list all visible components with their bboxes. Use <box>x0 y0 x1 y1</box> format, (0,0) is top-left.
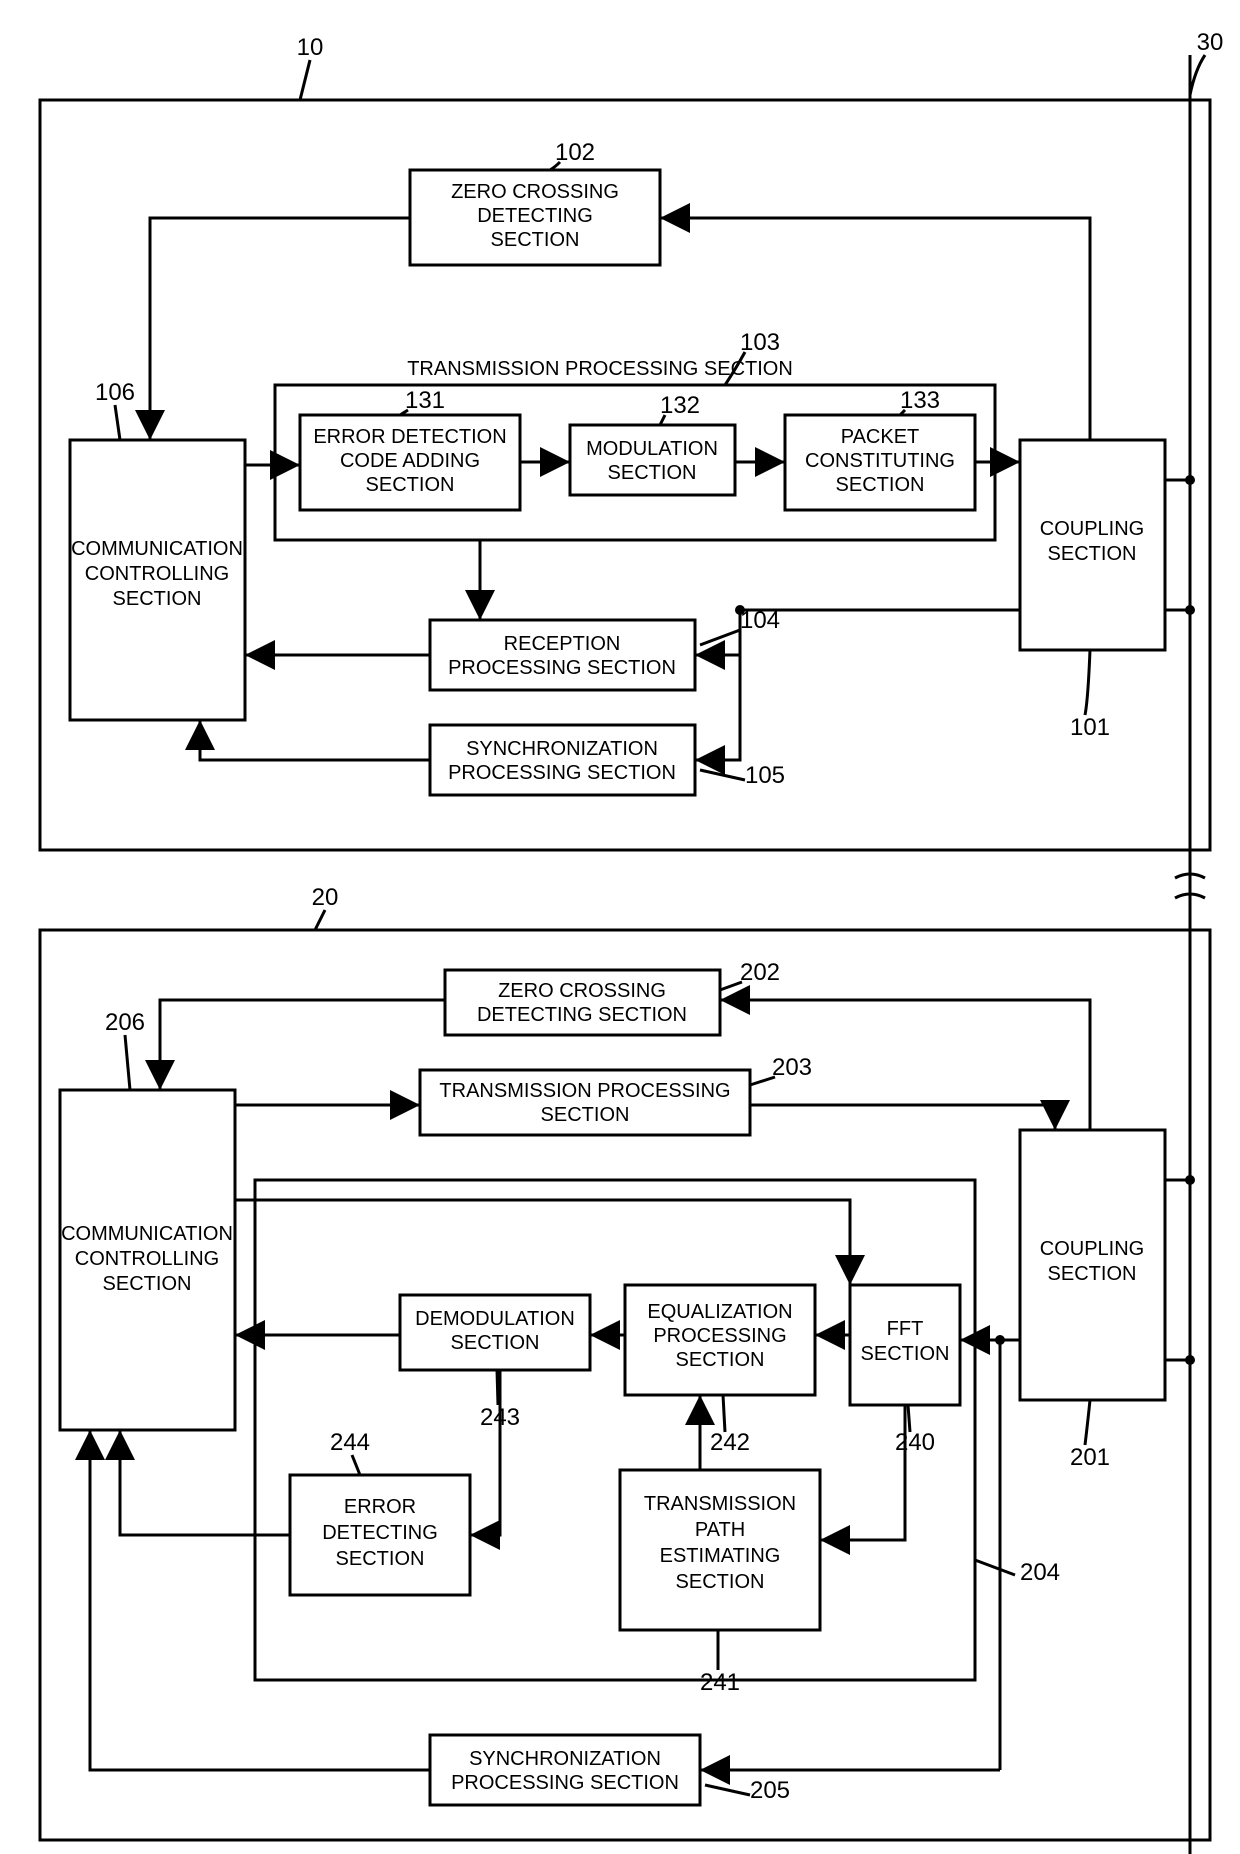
ref-205: 205 <box>750 1777 790 1804</box>
svg-text:SYNCHRONIZATION: SYNCHRONIZATION <box>466 738 658 760</box>
svg-text:SECTION: SECTION <box>608 462 697 484</box>
ref-103: 103 <box>740 329 780 356</box>
svg-text:DEMODULATION: DEMODULATION <box>415 1308 575 1330</box>
ref-101: 101 <box>1070 714 1110 741</box>
svg-text:CONSTITUTING: CONSTITUTING <box>805 450 955 472</box>
block-diagram: 30 10 COMMUNICATION CONTROLLING SECTION … <box>0 0 1240 1854</box>
svg-text:PROCESSING SECTION: PROCESSING SECTION <box>448 657 676 679</box>
svg-text:COUPLING: COUPLING <box>1040 1238 1144 1260</box>
ref-240: 240 <box>895 1429 935 1456</box>
svg-text:CODE ADDING: CODE ADDING <box>340 450 480 472</box>
svg-text:DETECTING: DETECTING <box>477 205 593 227</box>
svg-text:SECTION: SECTION <box>336 1548 425 1570</box>
ref-202: 202 <box>740 959 780 986</box>
ref-30: 30 <box>1197 29 1224 56</box>
ref-206: 206 <box>105 1009 145 1036</box>
svg-text:SECTION: SECTION <box>1048 543 1137 565</box>
svg-text:SECTION: SECTION <box>1048 1263 1137 1285</box>
ref-204: 204 <box>1020 1559 1060 1586</box>
svg-text:ERROR: ERROR <box>344 1496 416 1518</box>
svg-text:SECTION: SECTION <box>113 588 202 610</box>
svg-text:RECEPTION: RECEPTION <box>504 633 621 655</box>
svg-text:COUPLING: COUPLING <box>1040 518 1144 540</box>
svg-text:PROCESSING SECTION: PROCESSING SECTION <box>451 1772 679 1794</box>
ref-106: 106 <box>95 379 135 406</box>
ref-131: 131 <box>405 387 445 414</box>
modulation <box>570 425 735 495</box>
svg-text:FFT: FFT <box>887 1318 924 1340</box>
ref-132: 132 <box>660 392 700 419</box>
sync-bottom <box>430 1735 700 1805</box>
svg-text:DETECTING: DETECTING <box>322 1522 438 1544</box>
ref-203: 203 <box>772 1054 812 1081</box>
ref-105: 105 <box>745 762 785 789</box>
svg-text:ZERO CROSSING: ZERO CROSSING <box>498 980 666 1002</box>
svg-text:ZERO CROSSING: ZERO CROSSING <box>451 181 619 203</box>
svg-text:SECTION: SECTION <box>541 1104 630 1126</box>
ref-201: 201 <box>1070 1444 1110 1471</box>
ref-244: 244 <box>330 1429 370 1456</box>
svg-text:SECTION: SECTION <box>451 1332 540 1354</box>
svg-text:SECTION: SECTION <box>676 1349 765 1371</box>
svg-text:CONTROLLING: CONTROLLING <box>85 563 229 585</box>
svg-text:SECTION: SECTION <box>103 1273 192 1295</box>
svg-text:PROCESSING SECTION: PROCESSING SECTION <box>448 762 676 784</box>
ref-10: 10 <box>297 34 324 61</box>
sync-top <box>430 725 695 795</box>
svg-text:ERROR DETECTION: ERROR DETECTION <box>313 426 506 448</box>
ref-102: 102 <box>555 139 595 166</box>
svg-text:PATH: PATH <box>695 1519 745 1541</box>
svg-text:CONTROLLING: CONTROLLING <box>75 1248 219 1270</box>
ref-20: 20 <box>312 884 339 911</box>
svg-text:SECTION: SECTION <box>836 474 925 496</box>
svg-text:TRANSMISSION PROCESSING: TRANSMISSION PROCESSING <box>439 1080 730 1102</box>
svg-text:SECTION: SECTION <box>491 229 580 251</box>
svg-text:ESTIMATING: ESTIMATING <box>660 1545 781 1567</box>
svg-text:DETECTING SECTION: DETECTING SECTION <box>477 1004 687 1026</box>
svg-text:SECTION: SECTION <box>861 1343 950 1365</box>
svg-text:COMMUNICATION: COMMUNICATION <box>71 538 243 560</box>
svg-text:PACKET: PACKET <box>841 426 920 448</box>
ref-242: 242 <box>710 1429 750 1456</box>
svg-text:COMMUNICATION: COMMUNICATION <box>61 1223 233 1245</box>
svg-text:MODULATION: MODULATION <box>586 438 718 460</box>
svg-text:TRANSMISSION: TRANSMISSION <box>644 1493 796 1515</box>
svg-text:EQUALIZATION: EQUALIZATION <box>647 1301 792 1323</box>
svg-text:PROCESSING: PROCESSING <box>653 1325 786 1347</box>
ref-133: 133 <box>900 387 940 414</box>
svg-text:SYNCHRONIZATION: SYNCHRONIZATION <box>469 1748 661 1770</box>
svg-text:SECTION: SECTION <box>366 474 455 496</box>
rx-proc <box>430 620 695 690</box>
ref-241: 241 <box>700 1669 740 1696</box>
svg-text:SECTION: SECTION <box>676 1571 765 1593</box>
